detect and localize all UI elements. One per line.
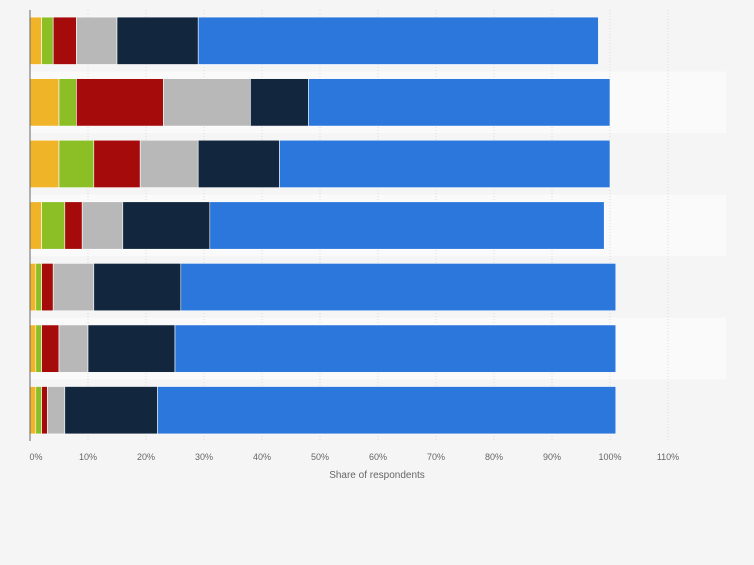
bar-row-4-segment-5 [122, 201, 211, 250]
bar-row-2-segment-3 [76, 78, 164, 127]
bar-row-2-segment-2 [58, 78, 77, 127]
bar-row-3-segment-4 [139, 139, 199, 188]
x-tick-label-60: 60% [369, 452, 387, 462]
bar-row-3-segment-1 [29, 139, 60, 188]
bar-row-5-segment-2 [35, 263, 42, 312]
bar-row-5-segment-4 [52, 263, 95, 312]
bar-row-6-segment-5 [87, 324, 176, 373]
x-tick-label-10: 10% [79, 452, 97, 462]
bar-row-3-segment-3 [93, 139, 141, 188]
bar-row-4-segment-2 [41, 201, 66, 250]
bar-row-7-segment-5 [64, 386, 158, 435]
bar-row-7-segment-2 [35, 386, 42, 435]
bar-row-7-segment-4 [47, 386, 66, 435]
bar-row-6-segment-6 [174, 324, 617, 373]
bar-row-3-segment-6 [279, 139, 611, 188]
bar-row-2-segment-1 [29, 78, 60, 127]
bar-row-4-segment-6 [209, 201, 605, 250]
x-tick-label-30: 30% [195, 452, 213, 462]
bar-row-4-segment-4 [81, 201, 124, 250]
bar-row-7-segment-3 [41, 386, 48, 435]
x-tick-label-0: 0% [29, 452, 42, 462]
bar-row-6-segment-3 [41, 324, 60, 373]
bar-row-1-segment-2 [41, 16, 54, 65]
bar-row-5-segment-5 [93, 263, 182, 312]
bars [29, 16, 617, 435]
bar-row-7-segment-1 [29, 386, 37, 435]
x-tick-label-40: 40% [253, 452, 271, 462]
bar-row-1-segment-1 [29, 16, 42, 65]
bar-row-5-segment-3 [41, 263, 54, 312]
bar-row-4-segment-3 [64, 201, 83, 250]
x-tick-label-50: 50% [311, 452, 329, 462]
x-tick-label-70: 70% [427, 452, 445, 462]
bar-row-5-segment-1 [29, 263, 37, 312]
bar-row-4-segment-1 [29, 201, 42, 250]
bar-row-1-segment-5 [116, 16, 199, 65]
bar-row-6-segment-4 [58, 324, 89, 373]
bar-row-5-segment-6 [180, 263, 617, 312]
x-axis-ticks: 0% 10% 20% 30% 40% 50% 60% 70% 80% 90% 100% 110% [29, 452, 679, 462]
bar-row-7-segment-6 [157, 386, 617, 435]
x-tick-label-100: 100% [598, 452, 621, 462]
x-tick-label-20: 20% [137, 452, 155, 462]
x-axis-label: Share of respondents [329, 470, 425, 481]
bar-row-3-segment-2 [58, 139, 95, 188]
bar-row-3-segment-5 [197, 139, 280, 188]
x-tick-label-80: 80% [485, 452, 503, 462]
bar-row-6-segment-2 [35, 324, 42, 373]
x-tick-label-90: 90% [543, 452, 561, 462]
bar-row-1-segment-4 [76, 16, 118, 65]
bar-row-6-segment-1 [29, 324, 37, 373]
x-tick-label-110: 110% [657, 452, 679, 462]
bar-row-2-segment-5 [250, 78, 309, 127]
bar-row-2-segment-6 [308, 78, 611, 127]
bar-row-1-segment-3 [52, 16, 77, 65]
bar-row-1-segment-6 [197, 16, 599, 65]
bar-row-2-segment-4 [163, 78, 251, 127]
